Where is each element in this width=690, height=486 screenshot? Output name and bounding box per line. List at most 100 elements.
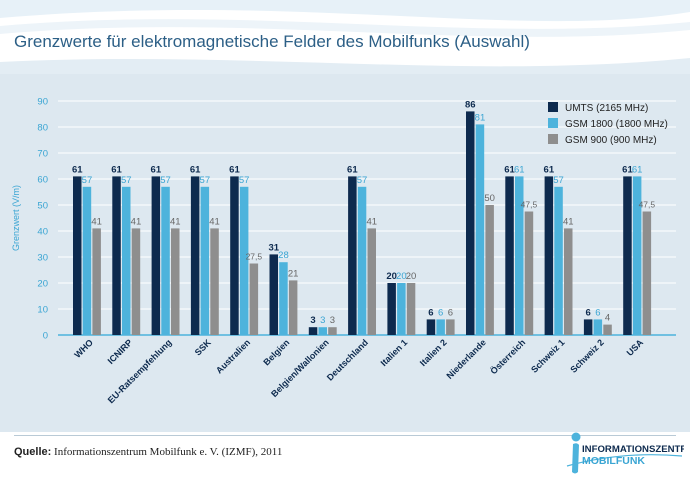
data-label: 41 (209, 216, 220, 227)
source-label: Quelle: (14, 446, 52, 458)
bar (269, 254, 278, 335)
data-label: 57 (239, 175, 250, 186)
data-label: 57 (553, 175, 564, 186)
x-tick-label: Belgien (261, 337, 291, 367)
data-label: 6 (438, 307, 443, 318)
x-tick-label: WHO (72, 337, 95, 360)
bar (348, 176, 357, 335)
data-label: 57 (82, 175, 93, 186)
data-label: 81 (475, 112, 486, 123)
legend-label: UMTS (2165 MHz) (565, 103, 648, 114)
x-tick-label: Deutschland (325, 337, 370, 382)
data-label: 28 (278, 250, 289, 261)
bar (279, 262, 288, 335)
bar (318, 327, 327, 335)
x-tick-label: SSK (193, 337, 214, 358)
x-tick-label: ICNIRP (106, 337, 135, 366)
y-tick-label: 20 (37, 279, 48, 290)
bar (190, 176, 200, 335)
data-label: 20 (386, 271, 397, 282)
data-label: 3 (310, 315, 315, 326)
y-tick-label: 60 (37, 175, 48, 186)
bar (161, 186, 170, 335)
logo-line2: MOBILFUNK (582, 455, 645, 467)
bar (387, 283, 396, 335)
x-tick-label: USA (625, 337, 646, 358)
data-label: 47,5 (521, 200, 538, 210)
chart-panel: 0 10 20 30 40 50 60 70 80 90 Grenzwert (V/m) 61 57 41… (0, 74, 690, 432)
data-label: 57 (160, 175, 171, 186)
data-label: 61 (514, 164, 525, 175)
data-label: 61 (151, 164, 162, 175)
bar (230, 176, 239, 335)
data-label: 41 (170, 216, 181, 227)
x-tick-label: Italien 1 (379, 337, 410, 368)
data-label: 57 (200, 175, 211, 186)
bar (475, 124, 485, 336)
x-tick-label: Schweiz 1 (529, 337, 566, 374)
chart-title: Grenzwerte für elektromagnetische Felder… (14, 32, 530, 51)
bar (544, 176, 554, 335)
data-label: 6 (428, 307, 433, 318)
y-tick-label: 90 (37, 97, 48, 108)
divider (14, 435, 676, 436)
x-tick-label: Italien 2 (418, 337, 449, 368)
source-text: Informationszentrum Mobilfunk e. V. (IZM… (54, 446, 283, 458)
bar (426, 319, 436, 335)
data-label: 57 (357, 175, 368, 186)
data-label: 61 (504, 164, 515, 175)
y-tick-label: 0 (43, 331, 48, 342)
bar (357, 186, 367, 335)
bar (623, 176, 632, 335)
y-tick-label: 70 (37, 149, 48, 160)
bar (485, 205, 494, 335)
bar (210, 228, 219, 335)
bar (239, 186, 249, 335)
x-tick-label: Österreich (488, 337, 527, 376)
legend-label: GSM 900 (900 MHz) (565, 135, 657, 146)
data-label: 41 (563, 216, 574, 227)
bar (603, 324, 612, 335)
data-label: 41 (366, 216, 377, 227)
legend-label: GSM 1800 (1800 MHz) (565, 119, 668, 130)
bar (583, 319, 593, 335)
data-label: 61 (347, 164, 358, 175)
legend-swatch (548, 118, 558, 128)
bar (249, 263, 259, 335)
x-tick-label: Schweiz 2 (568, 337, 605, 374)
data-label: 61 (229, 164, 240, 175)
bar (564, 228, 573, 335)
data-label: 50 (484, 193, 495, 204)
data-label: 31 (268, 242, 279, 253)
bar (112, 176, 121, 335)
y-tick-label: 30 (37, 253, 48, 264)
bar (466, 111, 475, 336)
data-label: 61 (111, 164, 122, 175)
bar (308, 327, 318, 335)
data-label: 4 (605, 313, 610, 324)
bar (593, 319, 603, 335)
izmf-logo[interactable]: INFORMATIONSZENTRUM MOBILFUNK (566, 428, 684, 482)
logo-graphic: INFORMATIONSZENTRUM MOBILFUNK (566, 432, 684, 474)
data-label: 27,5 (246, 252, 263, 262)
data-label: 21 (288, 268, 299, 279)
bar (328, 327, 337, 335)
data-label: 20 (396, 271, 407, 282)
bar (171, 228, 180, 335)
bar (642, 211, 652, 335)
data-label: 41 (131, 216, 142, 227)
bar (524, 211, 534, 335)
y-tick-label: 80 (37, 123, 48, 134)
bar (288, 280, 298, 335)
bar (436, 319, 445, 335)
bar (82, 186, 92, 335)
data-label: 3 (320, 315, 325, 326)
data-label: 61 (622, 164, 633, 175)
y-tick-label: 50 (37, 201, 48, 212)
y-tick-label: 10 (37, 305, 48, 316)
data-label: 6 (595, 307, 600, 318)
header: Grenzwerte für elektromagnetische Felder… (0, 0, 690, 78)
data-label: 6 (586, 307, 591, 318)
